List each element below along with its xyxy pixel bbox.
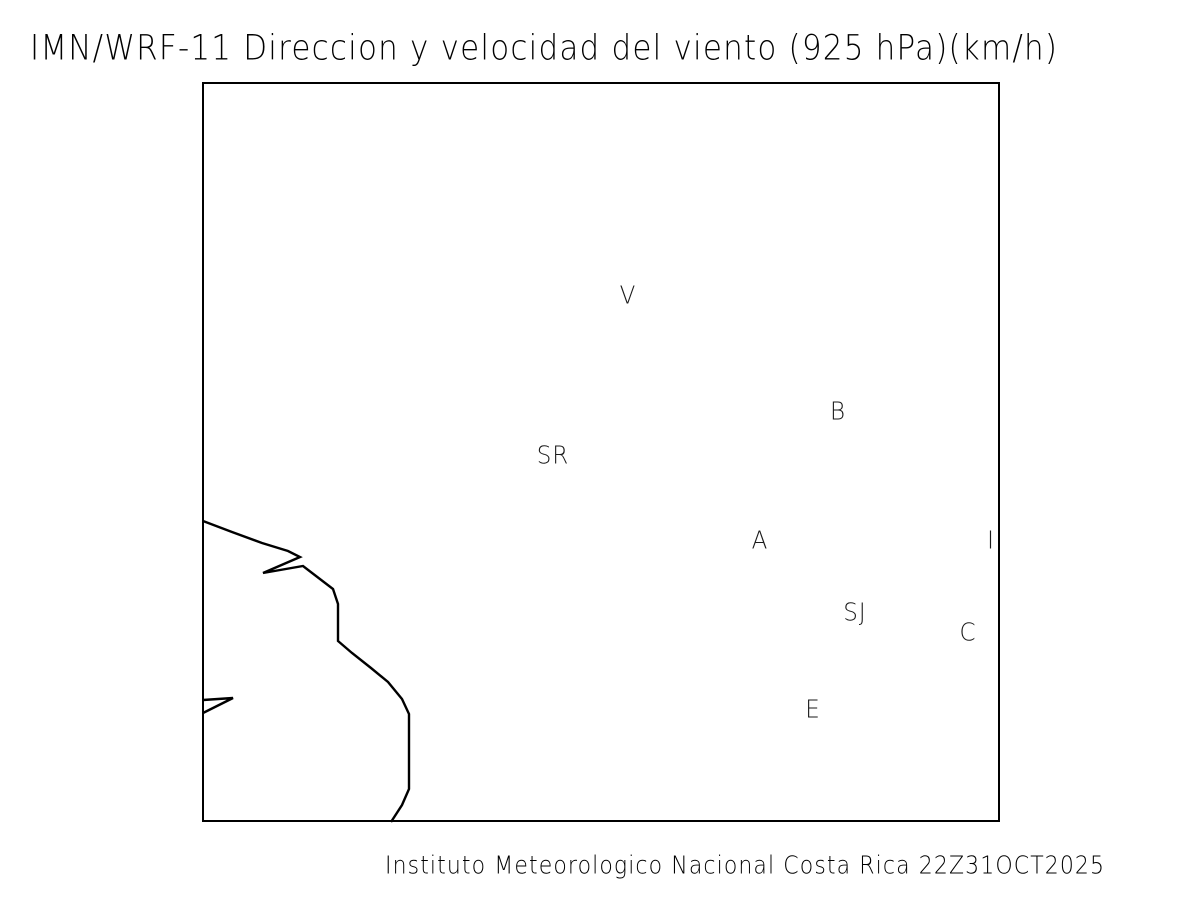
map-frame: [202, 82, 1000, 822]
station-label-v: V: [619, 281, 637, 311]
station-label-e: E: [805, 695, 821, 725]
station-label-b: B: [829, 397, 847, 427]
station-label-i: I: [987, 526, 995, 556]
attribution-footer: Instituto Meteorologico Nacional Costa R…: [385, 852, 1106, 880]
station-label-sr: SR: [536, 441, 570, 471]
station-label-sj: SJ: [843, 598, 867, 628]
page-title: IMN/WRF-11 Direccion y velocidad del vie…: [30, 28, 1059, 69]
station-label-a: A: [751, 526, 769, 556]
station-label-c: C: [959, 618, 977, 648]
